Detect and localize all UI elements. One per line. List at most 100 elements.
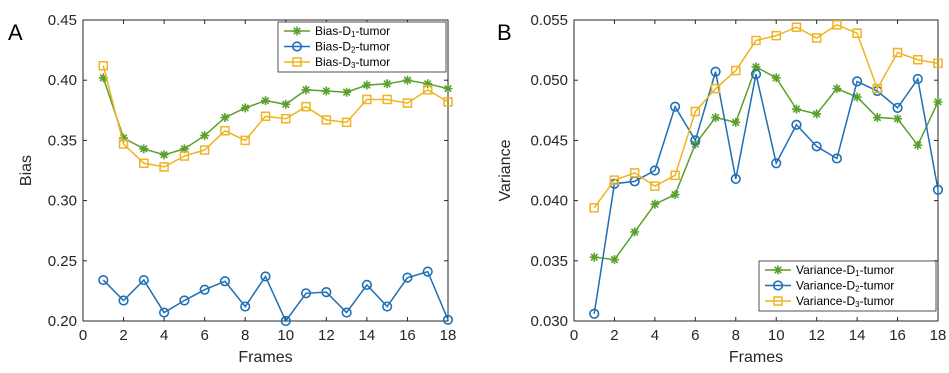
y-tick-label: 0.20 <box>48 313 77 330</box>
y-tick-label: 0.030 <box>530 313 568 330</box>
y-tick-label: 0.035 <box>530 253 568 270</box>
data-point <box>341 117 352 128</box>
data-point <box>402 272 413 283</box>
data-point <box>382 79 392 89</box>
series-line <box>102 270 449 323</box>
x-tick-label: 4 <box>651 327 659 344</box>
x-axis-label: Frames <box>238 349 292 366</box>
data-point <box>630 227 640 237</box>
legend-entry-3: Bias-D3-tumor <box>284 55 390 70</box>
data-point <box>159 150 169 160</box>
y-axis-label: Bias <box>18 155 35 186</box>
data-point <box>710 66 721 77</box>
y-tick-label: 0.30 <box>48 193 77 210</box>
data-point <box>690 106 701 117</box>
series-3 <box>589 20 943 213</box>
data-point <box>791 104 801 114</box>
data-point <box>852 76 863 87</box>
chart-panel-b: B 0 2 4 6 8 10 12 14 16 18 0.030 0.035 0.040 0.045 0.05… <box>497 12 946 366</box>
data-point <box>98 61 109 71</box>
data-point <box>139 158 149 169</box>
plot-frame <box>82 19 449 322</box>
data-point <box>199 284 210 295</box>
legend-marker <box>292 26 302 36</box>
y-tick-label: 0.055 <box>530 12 568 29</box>
data-point <box>731 65 741 76</box>
data-point <box>321 115 332 125</box>
series-1 <box>98 73 453 160</box>
data-point <box>609 175 620 185</box>
data-point <box>832 20 842 30</box>
data-point <box>240 135 250 146</box>
data-point <box>771 30 781 41</box>
data-point <box>260 111 271 122</box>
data-point <box>912 73 923 85</box>
data-point <box>261 96 270 106</box>
data-point <box>913 54 923 65</box>
x-tick-label: 12 <box>318 327 335 344</box>
data-point <box>280 315 291 327</box>
x-tick-label: 6 <box>200 327 208 344</box>
data-point <box>159 307 170 318</box>
panel-label: B <box>497 20 512 45</box>
data-point <box>650 199 660 209</box>
data-point <box>402 75 412 85</box>
data-point <box>281 99 291 109</box>
legend-entry-1: Bias-D1-tumor <box>284 24 390 39</box>
x-tick-label: 14 <box>849 327 866 344</box>
data-point <box>629 168 640 178</box>
data-point <box>650 181 660 191</box>
data-point <box>933 58 943 69</box>
x-tick-label: 0 <box>570 327 578 344</box>
data-point <box>422 85 433 95</box>
panel-label: A <box>8 20 23 45</box>
data-point <box>892 47 903 58</box>
data-point <box>589 203 599 213</box>
data-point <box>690 135 701 146</box>
data-point <box>321 86 331 96</box>
data-point <box>670 101 681 112</box>
series-1 <box>589 62 943 265</box>
data-point <box>831 153 842 164</box>
data-point <box>872 83 883 94</box>
data-point <box>711 113 721 123</box>
x-tick-label: 12 <box>808 327 825 344</box>
data-point <box>670 170 680 181</box>
data-point <box>240 103 250 113</box>
data-point <box>300 288 312 299</box>
data-point <box>872 113 882 123</box>
data-point <box>301 101 311 112</box>
data-point <box>649 165 660 176</box>
data-point <box>220 113 230 123</box>
data-point <box>852 92 862 102</box>
data-point <box>932 184 944 195</box>
legend-entry-2: Variance-D2-tumor <box>765 279 894 294</box>
data-point <box>751 35 761 46</box>
data-point <box>118 139 129 149</box>
x-tick-label: 2 <box>610 327 618 344</box>
legend-entry-3: Variance-D3-tumor <box>765 294 894 309</box>
legend-entry-2: Bias-D2-tumor <box>284 40 390 55</box>
data-point <box>750 69 762 80</box>
x-tick-label: 8 <box>732 327 740 344</box>
data-point <box>260 271 271 282</box>
data-point <box>342 87 352 97</box>
data-point <box>710 83 721 94</box>
data-point <box>382 301 393 312</box>
data-point <box>589 308 600 319</box>
data-point <box>361 279 372 290</box>
data-point <box>199 145 210 155</box>
plot-frame <box>573 19 939 322</box>
data-point <box>893 114 903 124</box>
legend-label: Variance-D1-tumor <box>796 263 894 278</box>
data-point <box>219 276 231 287</box>
data-point <box>811 141 822 152</box>
y-tick-label: 0.40 <box>48 72 77 89</box>
y-tick-label: 0.050 <box>530 72 568 89</box>
x-tick-label: 18 <box>440 327 457 344</box>
data-point <box>118 295 129 306</box>
data-point <box>913 140 923 150</box>
data-point <box>301 85 311 95</box>
x-tick-label: 18 <box>930 327 947 344</box>
